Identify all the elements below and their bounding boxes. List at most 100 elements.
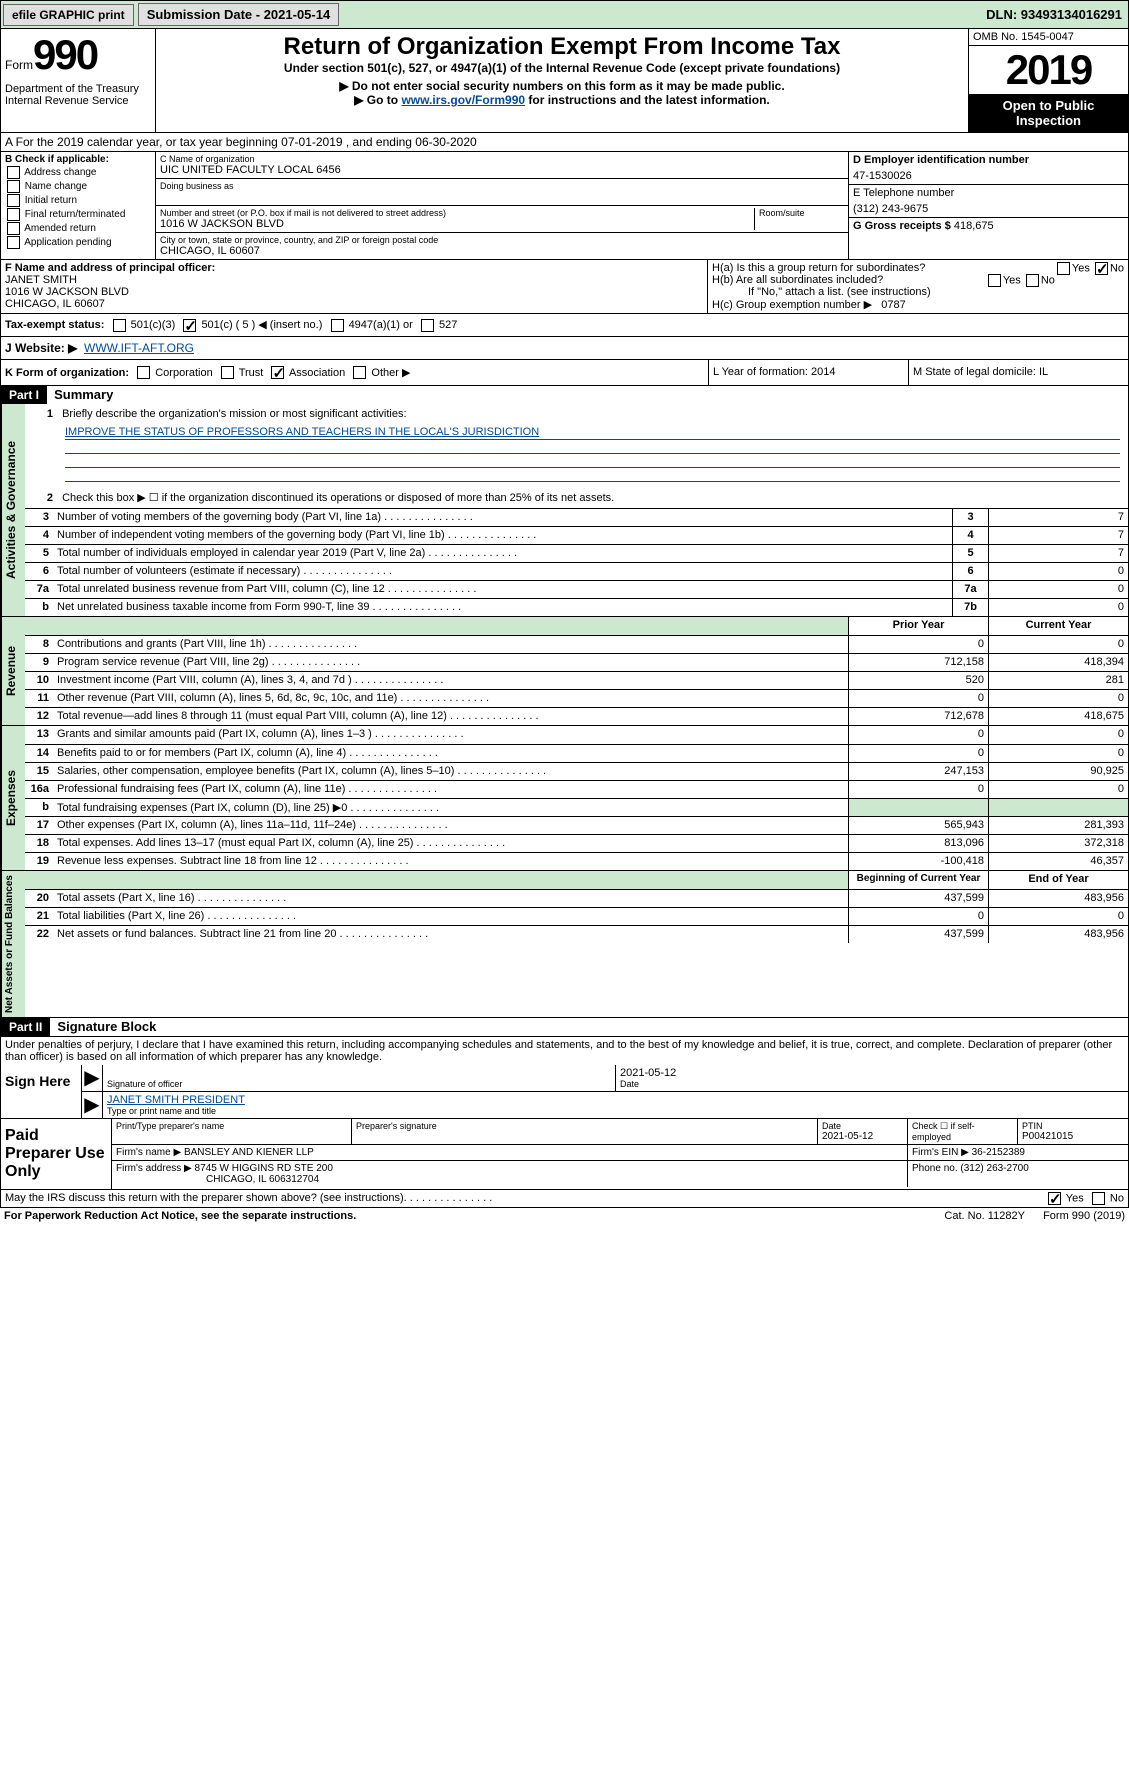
colb-item[interactable]: Initial return [5,194,151,207]
4947-checkbox[interactable] [331,319,344,332]
omb-number: OMB No. 1545-0047 [969,29,1128,46]
summary-line: 14Benefits paid to or for members (Part … [25,744,1128,762]
summary-line: 8Contributions and grants (Part VIII, li… [25,635,1128,653]
open-public: Open to Public Inspection [969,94,1128,132]
signature-section: Under penalties of perjury, I declare th… [0,1037,1129,1119]
subtitle: Under section 501(c), 527, or 4947(a)(1)… [160,61,964,75]
501c-checkbox[interactable] [183,319,196,332]
firm-ein: 36-2152389 [972,1147,1025,1158]
sig-date: 2021-05-12 [620,1067,1124,1079]
ptin: P00421015 [1022,1131,1124,1142]
arrow-icon: ▶ [82,1092,102,1118]
dln-text: DLN: 93493134016291 [986,7,1126,22]
org-city: CHICAGO, IL 60607 [160,245,844,257]
row-a: A For the 2019 calendar year, or tax yea… [0,133,1129,152]
summary-line: 19Revenue less expenses. Subtract line 1… [25,852,1128,870]
side-expenses: Expenses [1,726,25,870]
part2-header: Part II [1,1018,50,1036]
k-row: K Form of organization: Corporation Trus… [0,360,1129,387]
firm-address: 8745 W HIGGINS RD STE 200 [195,1163,333,1174]
arrow-icon: ▶ [82,1065,102,1091]
discuss-no-checkbox[interactable] [1092,1192,1105,1205]
summary-line: 13Grants and similar amounts paid (Part … [25,726,1128,744]
form-header: Form990 Department of the Treasury Inter… [0,29,1129,133]
part1: Part I Summary Activities & Governance 1… [0,386,1129,1018]
summary-line: 5Total number of individuals employed in… [25,544,1128,562]
summary-line: 22Net assets or fund balances. Subtract … [25,925,1128,943]
firm-name: BANSLEY AND KIENER LLP [184,1147,314,1158]
assoc-checkbox[interactable] [271,366,284,379]
colb-item[interactable]: Amended return [5,222,151,235]
summary-line: 12Total revenue—add lines 8 through 11 (… [25,707,1128,725]
summary-line: 6Total number of volunteers (estimate if… [25,562,1128,580]
col-c: C Name of organization UIC UNITED FACULT… [156,152,848,259]
discuss-yes-checkbox[interactable] [1048,1192,1061,1205]
info-grid: B Check if applicable: Address change Na… [0,152,1129,260]
summary-line: 3Number of voting members of the governi… [25,508,1128,526]
prep-phone: (312) 263-2700 [960,1163,1028,1174]
note1: ▶ Do not enter social security numbers o… [160,79,964,93]
summary-line: 16aProfessional fundraising fees (Part I… [25,780,1128,798]
form-title: Return of Organization Exempt From Incom… [160,33,964,61]
officer-name-title: JANET SMITH PRESIDENT [107,1094,1124,1106]
website-link[interactable]: WWW.IFT-AFT.ORG [84,341,194,355]
summary-line: 9Program service revenue (Part VIII, lin… [25,653,1128,671]
colb-item[interactable]: Application pending [5,236,151,249]
ha-no-checkbox[interactable] [1095,262,1108,275]
note2: ▶ Go to www.irs.gov/Form990 for instruct… [160,93,964,107]
sign-here-label: Sign Here [1,1065,81,1118]
summary-line: 17Other expenses (Part IX, column (A), l… [25,816,1128,834]
state-domicile: M State of legal domicile: IL [908,360,1128,386]
phone: (312) 243-9675 [853,203,1124,215]
col-f: F Name and address of principal officer:… [1,260,708,313]
org-address: 1016 W JACKSON BLVD [160,218,754,230]
side-governance: Activities & Governance [1,404,25,616]
527-checkbox[interactable] [421,319,434,332]
side-netassets: Net Assets or Fund Balances [1,871,25,1017]
group-exemption: 0787 [881,299,905,311]
website-row: J Website: ▶ WWW.IFT-AFT.ORG [0,337,1129,360]
corp-checkbox[interactable] [137,366,150,379]
part1-header: Part I [1,386,47,404]
ha-yes-checkbox[interactable] [1057,262,1070,275]
footer: For Paperwork Reduction Act Notice, see … [0,1208,1129,1224]
submission-button[interactable]: Submission Date - 2021-05-14 [138,3,340,26]
part2: Part II Signature Block [0,1018,1129,1037]
side-revenue: Revenue [1,617,25,725]
501c3-checkbox[interactable] [113,319,126,332]
summary-line: 7aTotal unrelated business revenue from … [25,580,1128,598]
form-number-box: Form990 [1,29,156,81]
org-name: UIC UNITED FACULTY LOCAL 6456 [160,164,844,176]
colb-item[interactable]: Name change [5,180,151,193]
gross-receipts: 418,675 [954,220,994,232]
dept-text: Department of the Treasury Internal Reve… [1,81,156,132]
summary-line: 11Other revenue (Part VIII, column (A), … [25,689,1128,707]
paid-preparer-label: Paid Preparer Use Only [1,1119,111,1189]
topbar: efile GRAPHIC print Submission Date - 20… [0,0,1129,29]
officer-name: JANET SMITH [5,274,703,286]
summary-line: 18Total expenses. Add lines 13–17 (must … [25,834,1128,852]
summary-line: 20Total assets (Part X, line 16)437,5994… [25,889,1128,907]
efile-button[interactable]: efile GRAPHIC print [3,4,134,26]
tax-year: 2019 [969,46,1128,94]
perjury-text: Under penalties of perjury, I declare th… [1,1037,1128,1065]
mission-text: IMPROVE THE STATUS OF PROFESSORS AND TEA… [65,426,1120,440]
ein: 47-1530026 [853,170,1124,182]
right-box: OMB No. 1545-0047 2019 Open to Public In… [968,29,1128,132]
instructions-link[interactable]: www.irs.gov/Form990 [401,93,525,107]
colb-item[interactable]: Final return/terminated [5,208,151,221]
summary-line: 21Total liabilities (Part X, line 26)00 [25,907,1128,925]
title-cell: Return of Organization Exempt From Incom… [156,29,968,132]
summary-line: 10Investment income (Part VIII, column (… [25,671,1128,689]
summary-line: 4Number of independent voting members of… [25,526,1128,544]
discuss-row: May the IRS discuss this return with the… [0,1190,1129,1208]
col-h: H(a) Is this a group return for subordin… [708,260,1128,313]
summary-line: bTotal fundraising expenses (Part IX, co… [25,798,1128,816]
colb-item[interactable]: Address change [5,166,151,179]
paid-preparer: Paid Preparer Use Only Print/Type prepar… [0,1119,1129,1190]
other-checkbox[interactable] [353,366,366,379]
hb-no-checkbox[interactable] [1026,274,1039,287]
hb-yes-checkbox[interactable] [988,274,1001,287]
trust-checkbox[interactable] [221,366,234,379]
row-fg: F Name and address of principal officer:… [0,260,1129,314]
